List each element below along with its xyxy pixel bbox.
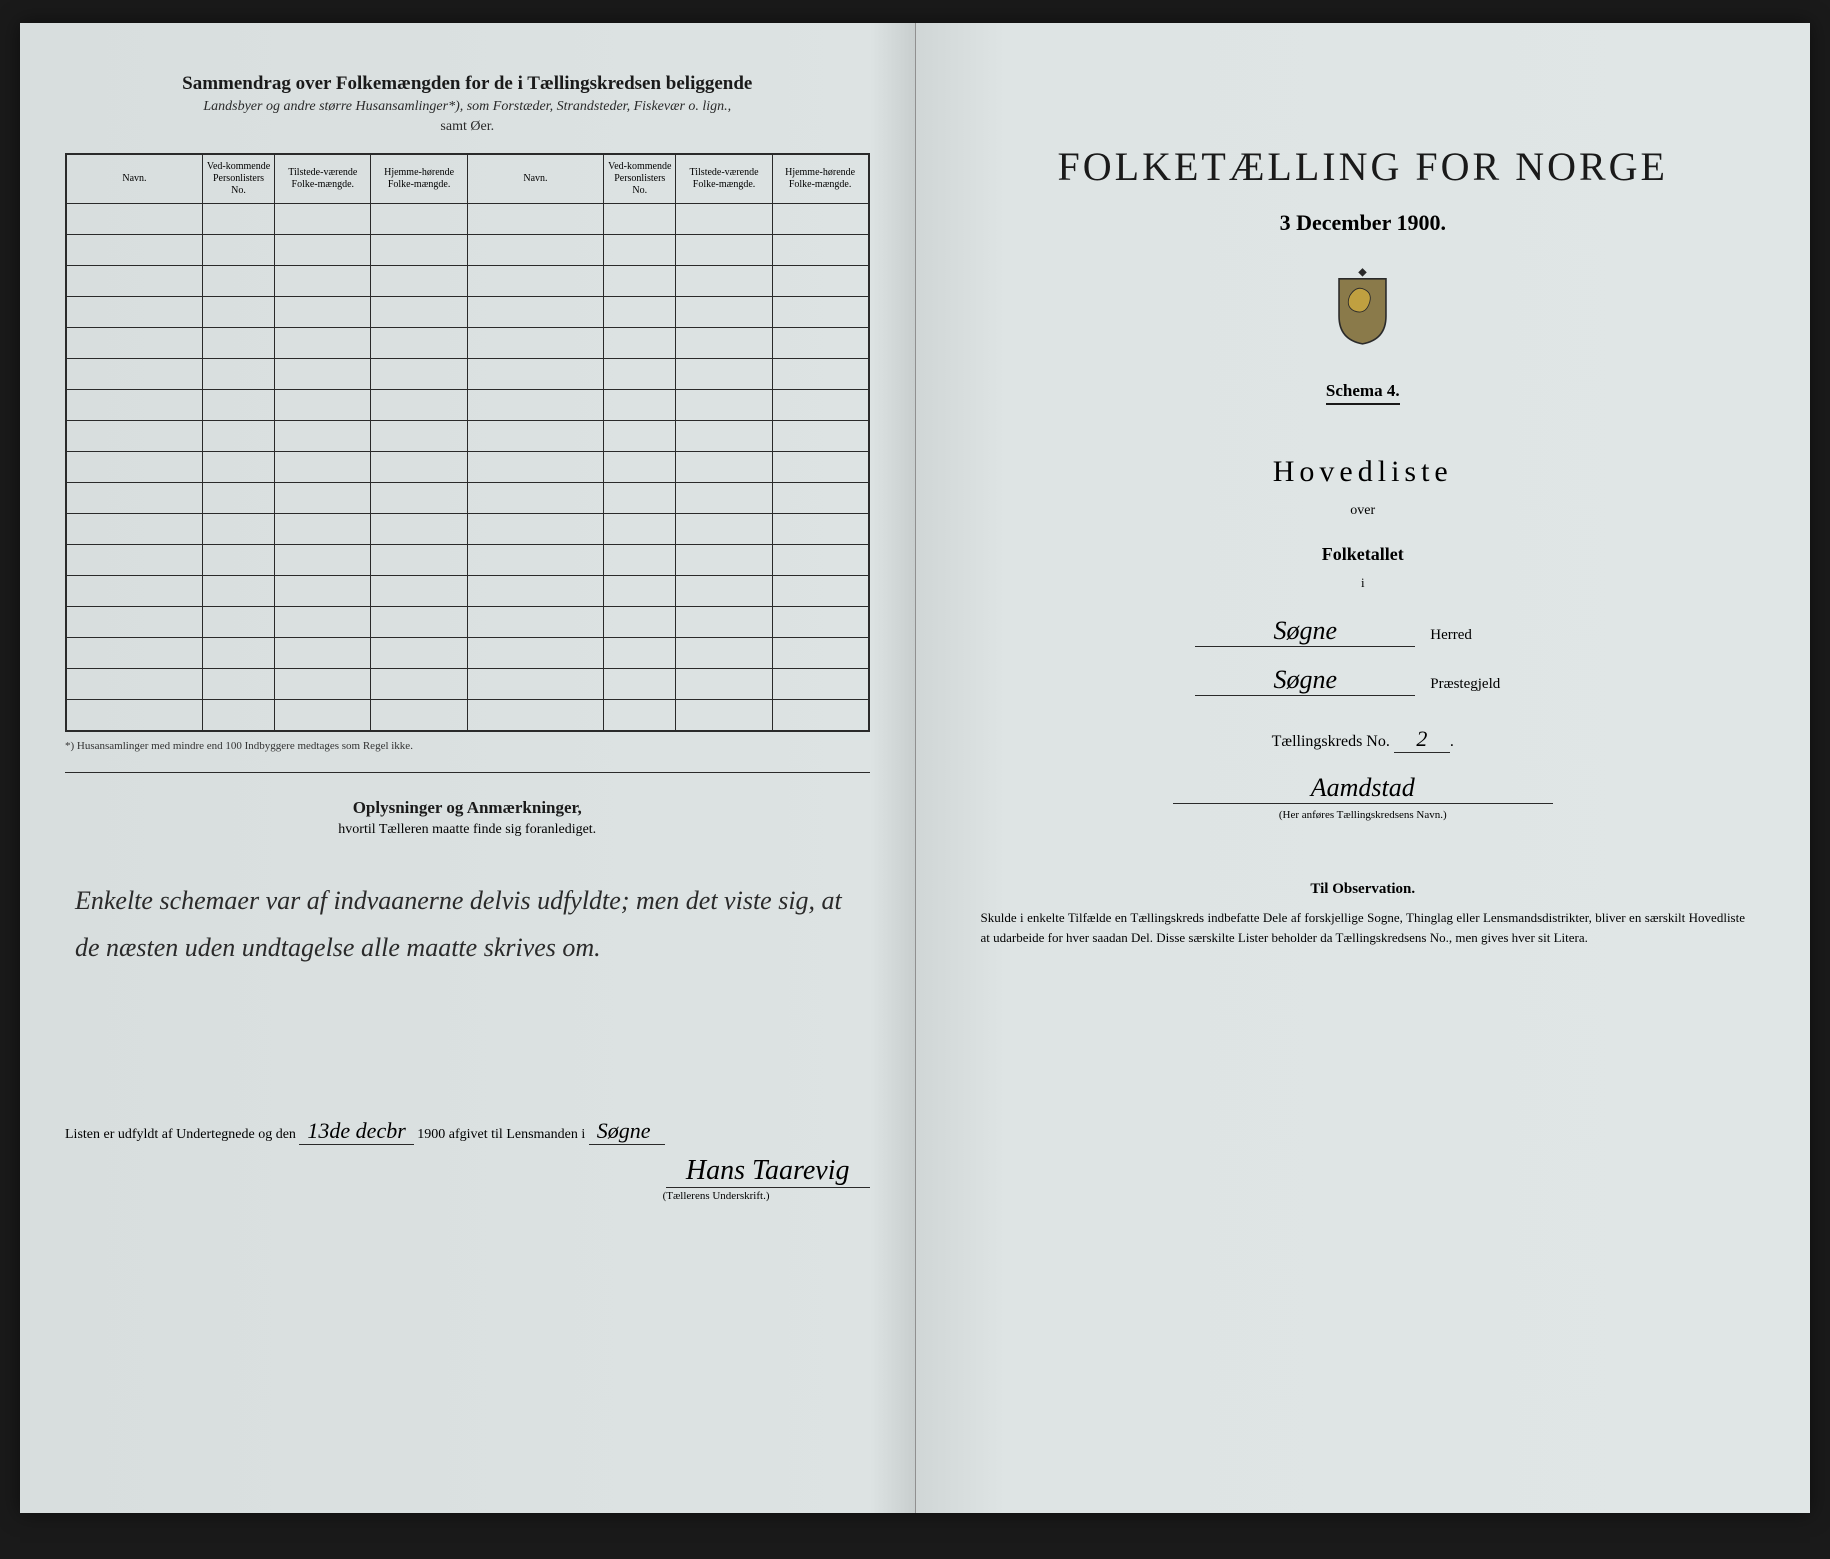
census-table: Navn. Ved-kommende Personlisters No. Til… [65,153,870,732]
bottom-year: 1900 [417,1127,445,1142]
table-row [66,297,869,328]
summary-sub2: samt Øer. [65,119,870,135]
kreds-name: Aamdstad [1311,773,1415,802]
oplys-sub: hvortil Tælleren maatte finde sig foranl… [65,822,870,838]
table-row [66,576,869,607]
summary-sub1: Landsbyer og andre større Husansamlinger… [65,99,870,115]
herred-row: Søgne Herred [961,616,1766,647]
table-row [66,266,869,297]
table-row [66,700,869,732]
table-row [66,328,869,359]
table-row [66,452,869,483]
coat-of-arms-icon [961,266,1766,351]
name-note: (Her anføres Tællingskredsens Navn.) [961,809,1766,821]
praeste-label: Præstegjeld [1430,676,1530,693]
table-row [66,204,869,235]
bottom-text1: Listen er udfyldt af Undertegnede og den [65,1127,296,1142]
col-vedk2: Ved-kommende Personlisters No. [604,154,676,204]
kreds-label: Tællingskreds No. [1272,733,1390,750]
signature-block: Hans Taarevig [65,1155,870,1188]
col-vedk: Ved-kommende Personlisters No. [202,154,274,204]
signature: Hans Taarevig [666,1155,870,1188]
hovedliste: Hovedliste [961,455,1766,489]
signature-line: Listen er udfyldt af Undertegnede og den… [65,1118,870,1145]
col-navn2: Navn. [467,154,603,204]
kreds-name-row: Aamdstad [961,773,1766,804]
table-row [66,669,869,700]
table-row [66,235,869,266]
herred-value: Søgne [1273,616,1337,645]
bottom-place: Søgne [589,1118,665,1145]
bottom-date: 13de decbr [299,1118,413,1145]
table-row [66,483,869,514]
table-row [66,514,869,545]
schema-label: Schema 4. [1326,381,1400,405]
col-tilstede: Tilstede-værende Folke-mængde. [275,154,371,204]
table-row [66,359,869,390]
main-title: FOLKETÆLLING FOR NORGE [961,143,1766,190]
main-date: 3 December 1900. [961,210,1766,236]
oplys-title: Oplysninger og Anmærkninger, [65,798,870,818]
table-row [66,545,869,576]
kreds-no: 2 [1394,726,1450,753]
col-hjemme2: Hjemme-hørende Folke-mængde. [772,154,868,204]
kreds-row: Tællingskreds No. 2. [961,726,1766,753]
praeste-row: Søgne Præstegjeld [961,665,1766,696]
divider [65,772,870,773]
left-page: Sammendrag over Folkemængden for de i Tæ… [20,23,916,1513]
herred-label: Herred [1430,627,1530,644]
table-row [66,607,869,638]
right-page: FOLKETÆLLING FOR NORGE 3 December 1900. … [916,23,1811,1513]
i-label: i [961,575,1766,591]
col-navn: Navn. [66,154,202,204]
col-hjemme: Hjemme-hørende Folke-mængde. [371,154,467,204]
footnote: *) Husansamlinger med mindre end 100 Ind… [65,740,870,752]
table-row [66,390,869,421]
summary-title: Sammendrag over Folkemængden for de i Tæ… [65,73,870,95]
over-label: over [961,503,1766,519]
handwritten-notes: Enkelte schemaer var af indvaanerne delv… [65,878,870,1038]
folketallet: Folketallet [961,544,1766,565]
table-row [66,638,869,669]
signature-label: (Tællerens Underskrift.) [65,1190,870,1202]
table-row [66,421,869,452]
praeste-value: Søgne [1273,665,1337,694]
obs-text: Skulde i enkelte Tilfælde en Tællingskre… [961,908,1766,947]
bottom-text2: afgivet til Lensmanden i [449,1127,585,1142]
col-tilstede2: Tilstede-værende Folke-mængde. [676,154,772,204]
obs-title: Til Observation. [961,881,1766,898]
